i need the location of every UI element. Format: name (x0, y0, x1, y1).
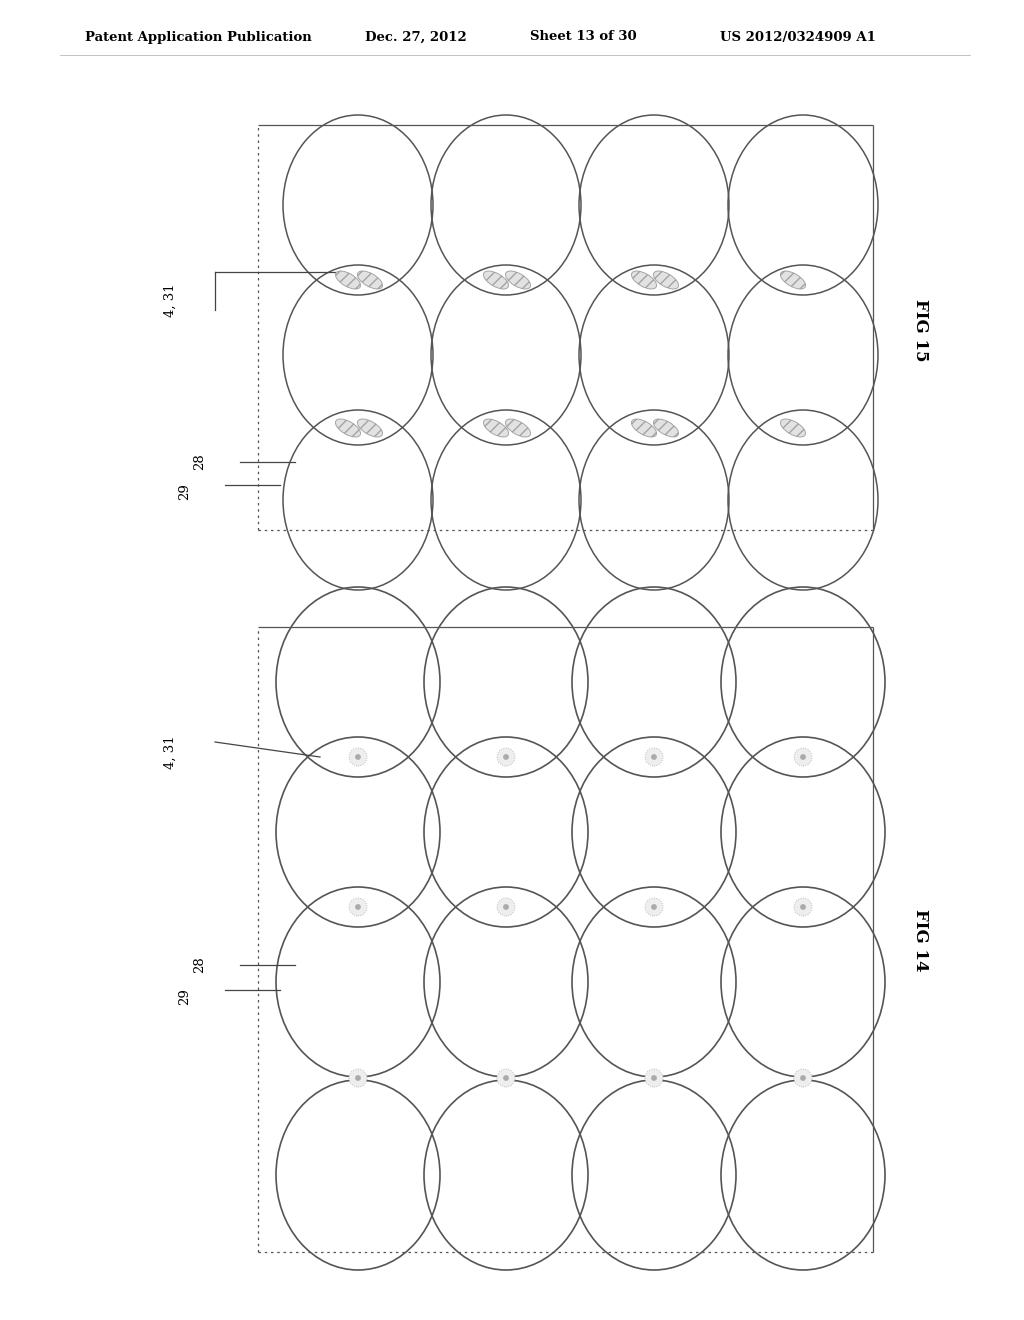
Ellipse shape (780, 271, 806, 289)
Ellipse shape (357, 271, 383, 289)
Circle shape (504, 1076, 509, 1081)
Text: Patent Application Publication: Patent Application Publication (85, 30, 311, 44)
Ellipse shape (336, 271, 360, 289)
Circle shape (801, 1076, 806, 1081)
Circle shape (801, 755, 806, 759)
Circle shape (651, 1076, 656, 1081)
Circle shape (794, 898, 812, 916)
Circle shape (645, 898, 663, 916)
Ellipse shape (653, 271, 679, 289)
Ellipse shape (506, 418, 530, 437)
Circle shape (794, 1069, 812, 1086)
Circle shape (504, 755, 509, 759)
Circle shape (645, 748, 663, 766)
Text: FIG 14: FIG 14 (911, 908, 929, 972)
Circle shape (355, 755, 360, 759)
Ellipse shape (780, 418, 806, 437)
Circle shape (504, 904, 509, 909)
Circle shape (497, 748, 515, 766)
Text: 28: 28 (194, 454, 207, 470)
Circle shape (645, 1069, 663, 1086)
Circle shape (349, 1069, 367, 1086)
Ellipse shape (483, 271, 509, 289)
Text: FIG 15: FIG 15 (911, 298, 929, 362)
Circle shape (651, 904, 656, 909)
Ellipse shape (336, 418, 360, 437)
Ellipse shape (506, 271, 530, 289)
Ellipse shape (653, 418, 679, 437)
Circle shape (349, 748, 367, 766)
Text: 28: 28 (194, 957, 207, 973)
Circle shape (355, 904, 360, 909)
Text: 4, 31: 4, 31 (164, 735, 176, 768)
Ellipse shape (632, 271, 656, 289)
Circle shape (794, 748, 812, 766)
Circle shape (801, 904, 806, 909)
Ellipse shape (357, 418, 383, 437)
Circle shape (349, 898, 367, 916)
Circle shape (651, 755, 656, 759)
Circle shape (355, 1076, 360, 1081)
Text: US 2012/0324909 A1: US 2012/0324909 A1 (720, 30, 876, 44)
Text: Dec. 27, 2012: Dec. 27, 2012 (365, 30, 467, 44)
Text: Sheet 13 of 30: Sheet 13 of 30 (530, 30, 637, 44)
Ellipse shape (632, 418, 656, 437)
Circle shape (497, 1069, 515, 1086)
Circle shape (497, 898, 515, 916)
Text: 4, 31: 4, 31 (164, 284, 176, 317)
Ellipse shape (483, 418, 509, 437)
Text: 29: 29 (178, 483, 191, 500)
Text: 29: 29 (178, 989, 191, 1006)
